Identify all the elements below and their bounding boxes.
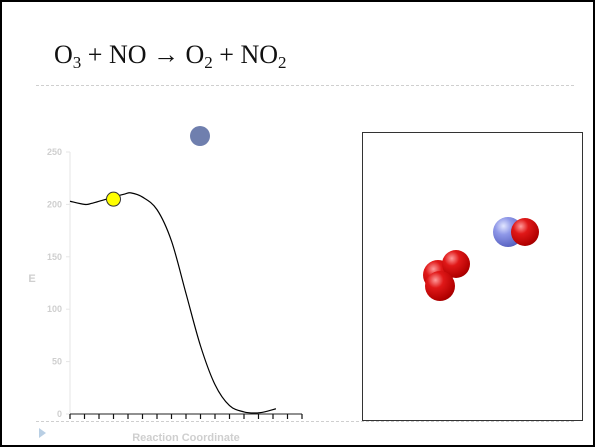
title-no: NO — [108, 40, 147, 69]
no-oxygen-atom — [511, 218, 539, 246]
y-tick-label: 50 — [52, 357, 62, 367]
title-no2-sub: 2 — [278, 53, 287, 72]
title-divider — [36, 85, 574, 86]
molecule-viewer[interactable] — [362, 132, 583, 421]
title-o2: O — [185, 40, 205, 69]
footer-divider — [36, 421, 574, 422]
y-axis-label: E — [28, 273, 35, 285]
bullet-arrow-icon — [39, 428, 46, 438]
y-tick-label: 200 — [47, 199, 62, 209]
title-no2: NO — [240, 40, 279, 69]
y-tick-label: 0 — [57, 409, 62, 419]
title-plus-2: + — [212, 40, 241, 69]
y-tick-label: 100 — [47, 304, 62, 314]
current-position-marker — [106, 191, 121, 207]
atom-marker-dot — [190, 126, 210, 146]
energy-curve — [69, 192, 277, 414]
x-axis-label: Reaction Coordinate — [132, 432, 240, 444]
title-o3-sub: 3 — [72, 53, 82, 72]
y-tick-label: 150 — [47, 252, 62, 262]
o2-atom-3 — [425, 271, 455, 301]
y-tick-label: 250 — [47, 147, 62, 157]
energy-profile-chart: 0 50 100 150 200 250 E Reaction Coordinate — [28, 147, 303, 444]
title-plus-1: + — [81, 40, 109, 69]
title-o3: O — [54, 40, 73, 69]
title-o2-sub: 2 — [204, 53, 213, 72]
title-arrow: → — [146, 40, 186, 69]
reaction-title: O3 + NO → O2 + NO2 — [54, 40, 287, 72]
